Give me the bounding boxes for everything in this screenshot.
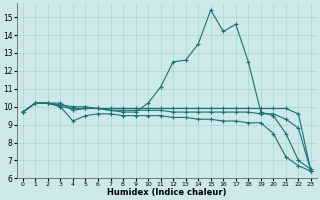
X-axis label: Humidex (Indice chaleur): Humidex (Indice chaleur): [107, 188, 227, 197]
